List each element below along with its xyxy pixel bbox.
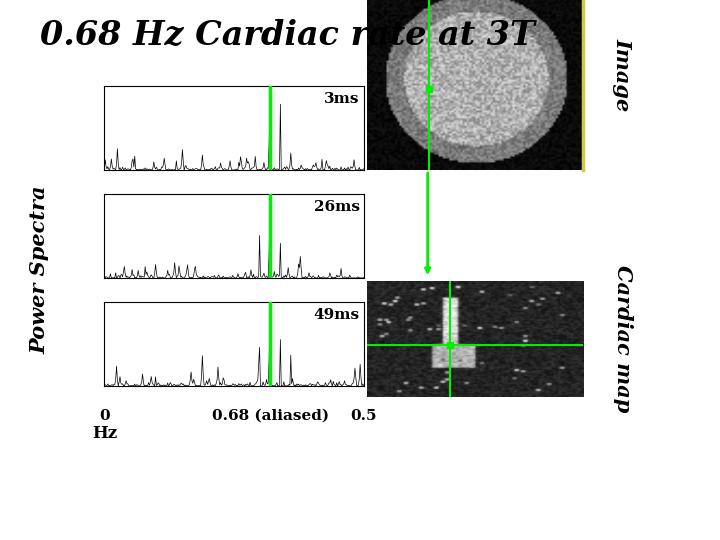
Text: Image: Image <box>613 38 633 111</box>
Text: 0.5: 0.5 <box>351 409 377 423</box>
Text: 0.68 (aliased): 0.68 (aliased) <box>212 409 329 423</box>
Text: 26ms: 26ms <box>314 200 360 214</box>
Text: 3ms: 3ms <box>324 92 360 106</box>
Text: 0.68 Hz Cardiac rate at 3T: 0.68 Hz Cardiac rate at 3T <box>40 19 534 52</box>
Text: Hz: Hz <box>92 425 117 442</box>
Text: 0: 0 <box>99 409 109 423</box>
Text: Cardiac map: Cardiac map <box>613 265 633 413</box>
Text: Power Spectra: Power Spectra <box>30 186 50 354</box>
Text: 49ms: 49ms <box>314 308 360 322</box>
